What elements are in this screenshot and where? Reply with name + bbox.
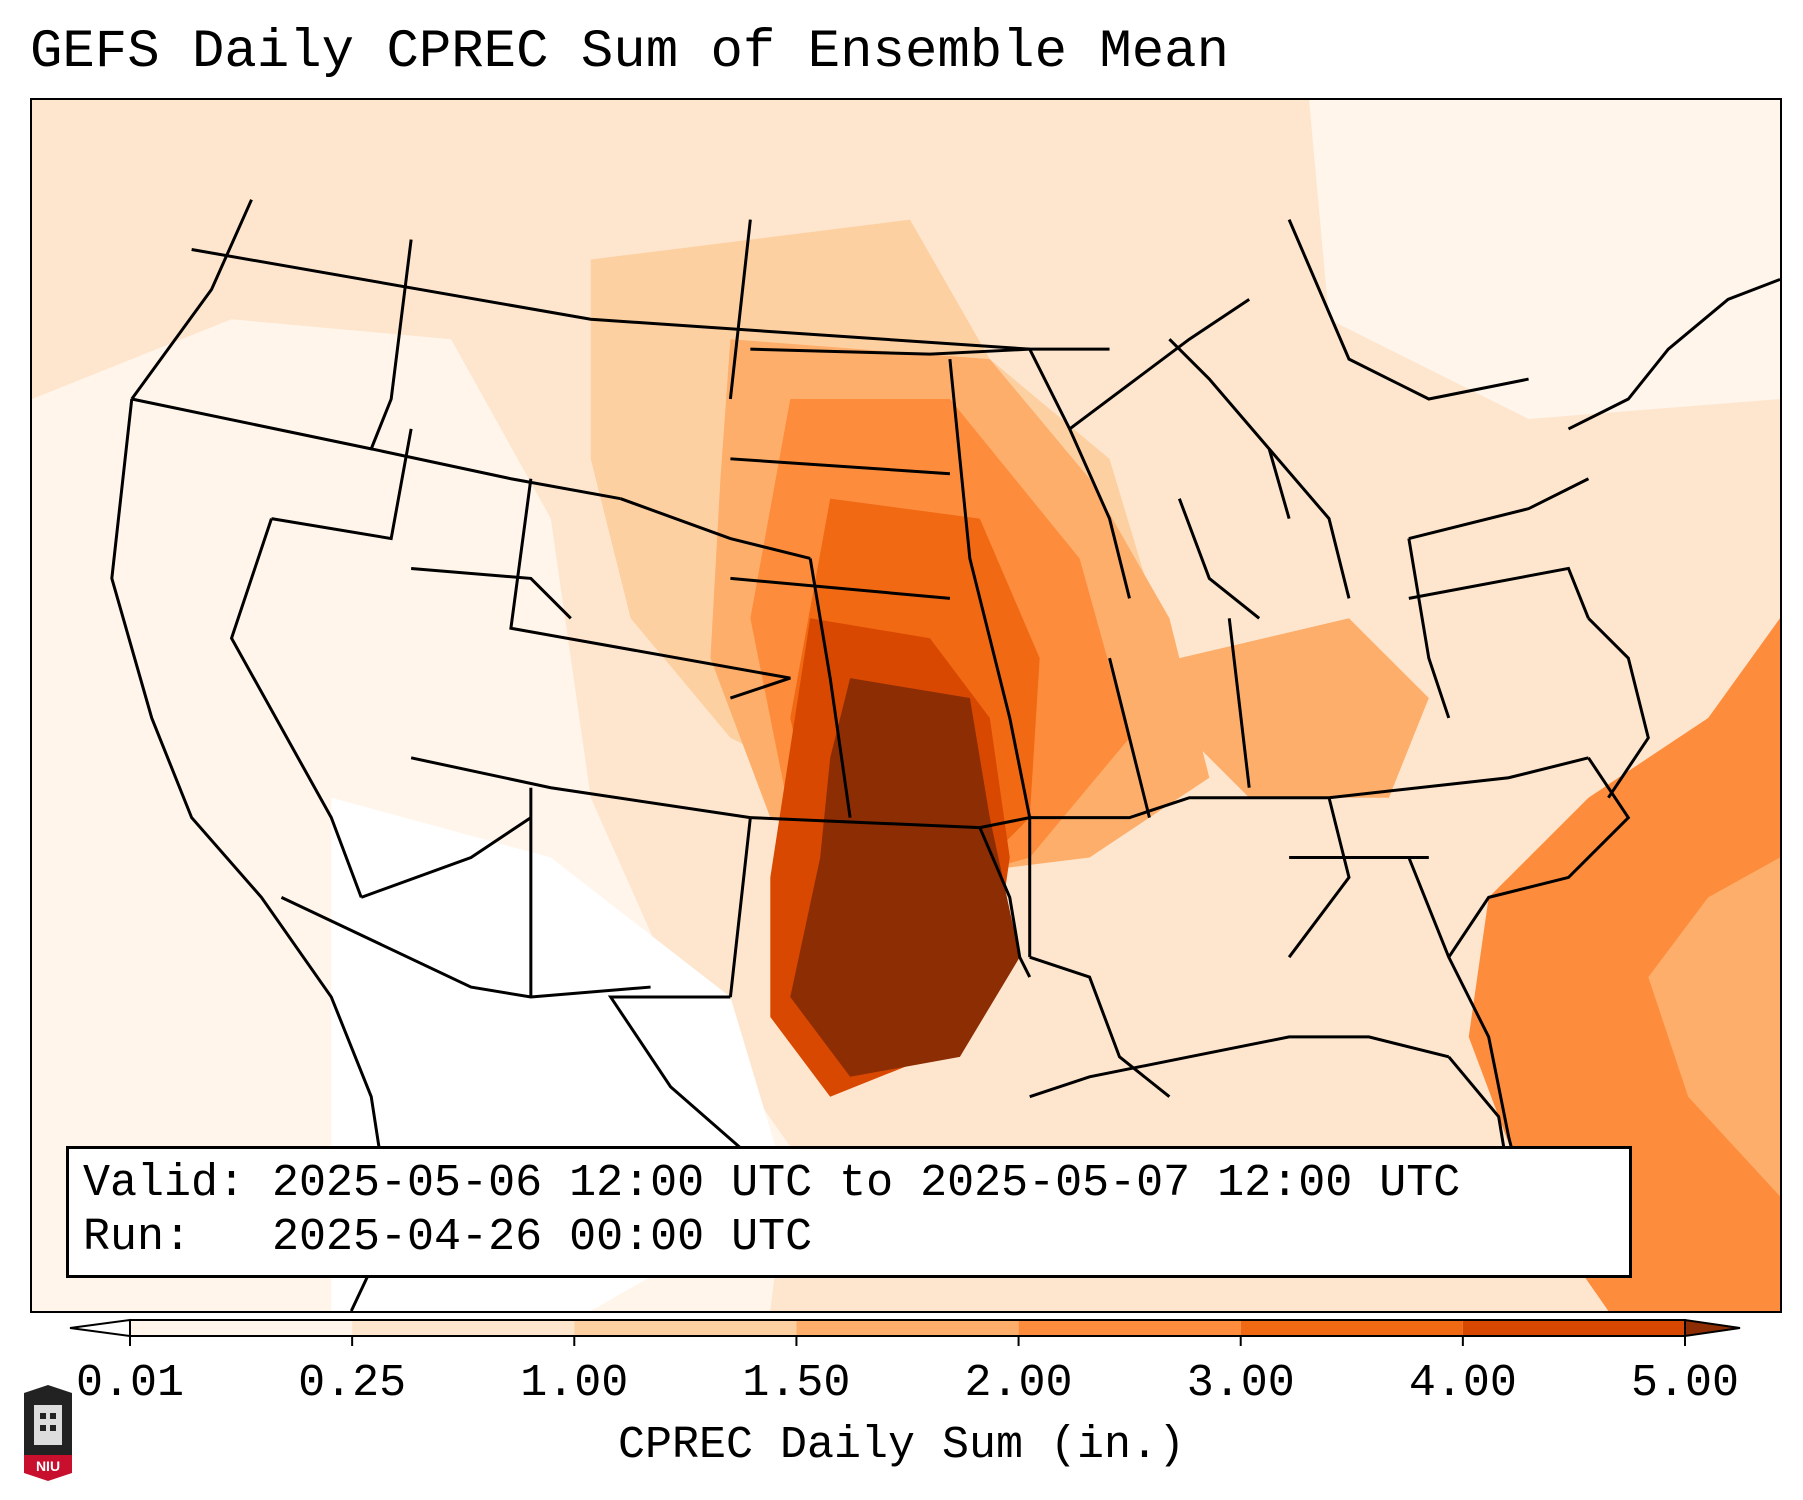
colorbar-tick-label: 1.00: [520, 1358, 629, 1409]
colorbar-segment: [1462, 1320, 1685, 1336]
colorbar-segment: [1018, 1320, 1241, 1336]
colorbar-tick-label: 4.00: [1408, 1358, 1517, 1409]
colorbar-segment: [130, 1320, 353, 1336]
map-canvas: [32, 100, 1780, 1311]
atlantic-inner: [1648, 857, 1780, 1197]
valid-time-text: Valid: 2025-05-06 12:00 UTC to 2025-05-0…: [83, 1158, 1461, 1209]
colorbar-tick-label: 0.25: [298, 1358, 407, 1409]
colorbar-segments: [69, 1318, 1741, 1338]
colorbar-tick-label: 1.50: [742, 1358, 851, 1409]
colorbar-segment: [574, 1320, 797, 1336]
colorbar-tick-label: 2.00: [964, 1358, 1073, 1409]
colorbar-min-extension: [69, 1318, 131, 1338]
precipitation-map: [30, 98, 1782, 1313]
colorbar-tick-label: 5.00: [1630, 1358, 1740, 1409]
atlantic-band: [1468, 618, 1780, 1311]
colorbar: [69, 1318, 1741, 1346]
max-precip-core: [790, 678, 1020, 1077]
colorbar-max-extension: [1684, 1318, 1741, 1338]
ohio-valley-band: [1179, 618, 1429, 798]
colorbar-outline: [129, 1319, 1686, 1337]
colorbar-label: CPREC Daily Sum (in.): [617, 1420, 1186, 1471]
map-title: GEFS Daily CPREC Sum of Ensemble Mean: [30, 22, 1229, 83]
colorbar-tick-label: 0.01: [75, 1358, 185, 1409]
colorbar-segment: [352, 1320, 575, 1336]
valid-run-info-box: Valid: 2025-05-06 12:00 UTC to 2025-05-0…: [66, 1146, 1632, 1278]
colorbar-segment: [796, 1320, 1019, 1336]
logo-text: NIU: [36, 1458, 60, 1474]
niu-logo-icon: NIU: [24, 1385, 72, 1481]
colorbar-segment: [1240, 1320, 1463, 1336]
run-time-text: Run: 2025-04-26 00:00 UTC: [83, 1212, 813, 1263]
light-northeast-region: [1309, 100, 1780, 419]
colorbar-ticks: [129, 1336, 1686, 1346]
colorbar-tick-label: 3.00: [1186, 1358, 1295, 1409]
